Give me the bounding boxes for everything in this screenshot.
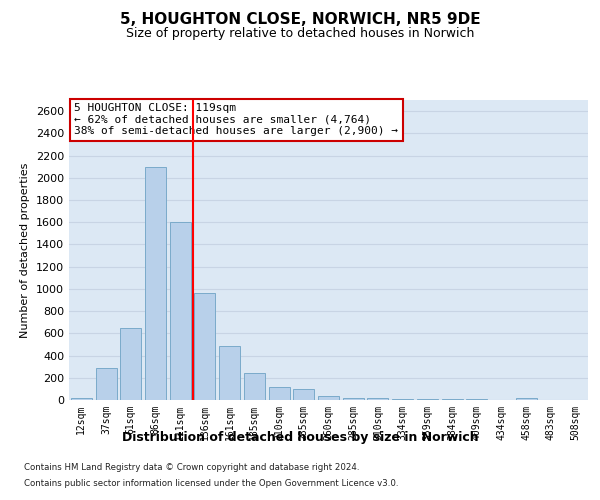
Text: Size of property relative to detached houses in Norwich: Size of property relative to detached ho… xyxy=(126,28,474,40)
Bar xyxy=(269,386,290,400)
Text: Contains public sector information licensed under the Open Government Licence v3: Contains public sector information licen… xyxy=(24,478,398,488)
Bar xyxy=(318,396,339,400)
Bar xyxy=(417,399,438,400)
Bar xyxy=(145,166,166,400)
Bar xyxy=(219,346,240,400)
Text: Distribution of detached houses by size in Norwich: Distribution of detached houses by size … xyxy=(122,431,478,444)
Bar xyxy=(194,294,215,400)
Bar xyxy=(71,398,92,400)
Text: 5 HOUGHTON CLOSE: 119sqm
← 62% of detached houses are smaller (4,764)
38% of sem: 5 HOUGHTON CLOSE: 119sqm ← 62% of detach… xyxy=(74,103,398,136)
Bar xyxy=(244,374,265,400)
Bar xyxy=(170,222,191,400)
Bar xyxy=(120,328,141,400)
Text: 5, HOUGHTON CLOSE, NORWICH, NR5 9DE: 5, HOUGHTON CLOSE, NORWICH, NR5 9DE xyxy=(119,12,481,28)
Bar xyxy=(516,398,537,400)
Text: Contains HM Land Registry data © Crown copyright and database right 2024.: Contains HM Land Registry data © Crown c… xyxy=(24,464,359,472)
Y-axis label: Number of detached properties: Number of detached properties xyxy=(20,162,31,338)
Bar xyxy=(343,398,364,400)
Bar xyxy=(367,398,388,400)
Bar xyxy=(293,390,314,400)
Bar xyxy=(95,368,116,400)
Bar xyxy=(392,399,413,400)
Bar xyxy=(442,399,463,400)
